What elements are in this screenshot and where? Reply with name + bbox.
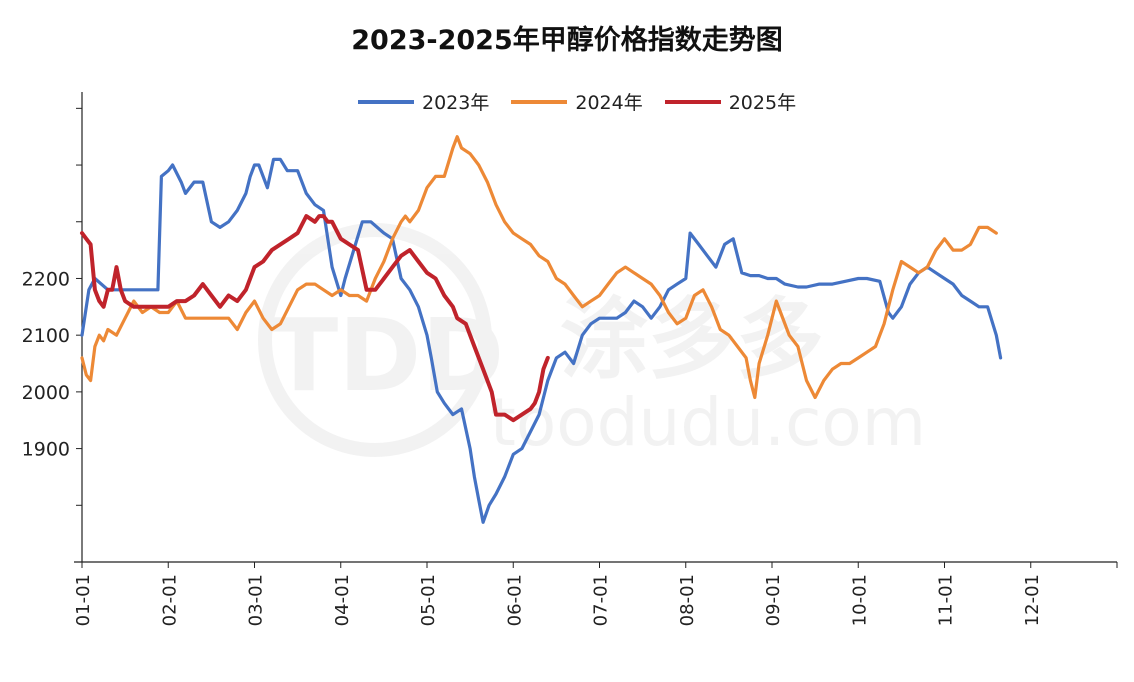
x-tick-label: 02-01 <box>159 574 180 626</box>
x-tick-label: 12-01 <box>1022 574 1043 626</box>
watermark-logo-text: TDD <box>270 297 504 414</box>
series-2023-line <box>80 157 1003 524</box>
x-tick-label: 05-01 <box>418 574 439 626</box>
legend-item-2025: 2025年 <box>664 88 797 115</box>
watermark-url-text: toodudu.com <box>490 384 926 461</box>
series-2025-line <box>80 214 550 423</box>
watermark-logo-ring <box>258 223 492 457</box>
x-tick-label: 03-01 <box>246 574 267 626</box>
legend-label-2023: 2023年 <box>422 92 490 114</box>
y-tick-label: 2200 <box>22 268 70 290</box>
series-2024-line <box>80 135 998 400</box>
x-tick-label: 07-01 <box>591 574 612 626</box>
watermark: TDD 涂多多 toodudu.com <box>258 223 926 461</box>
x-tick-label: 10-01 <box>849 574 870 626</box>
x-tick-label: 01-01 <box>73 574 94 626</box>
legend-item-2023: 2023年 <box>358 88 489 115</box>
x-tick-label: 06-01 <box>504 574 525 626</box>
x-tick-label: 09-01 <box>763 574 784 626</box>
legend-item-2024: 2024年 <box>511 88 643 115</box>
x-tick-label: 11-01 <box>936 574 957 626</box>
legend-swatch-2025 <box>664 99 721 104</box>
legend-swatch-2024 <box>511 99 568 104</box>
y-tick-label: 1900 <box>22 439 70 461</box>
x-tick-label: 08-01 <box>677 574 698 626</box>
chart-title: 2023-2025年甲醇价格指数走势图 <box>351 25 783 56</box>
legend-label-2024: 2024年 <box>575 92 643 114</box>
y-tick-label: 2000 <box>22 382 70 404</box>
legend-label-2025: 2025年 <box>728 92 797 114</box>
series-layer <box>80 135 1003 524</box>
y-tick-label: 2100 <box>22 325 70 347</box>
x-tick-label: 04-01 <box>332 574 353 626</box>
legend-swatch-2023 <box>358 99 414 104</box>
chart-legend: 2023年 2024年 2025年 <box>358 88 796 115</box>
